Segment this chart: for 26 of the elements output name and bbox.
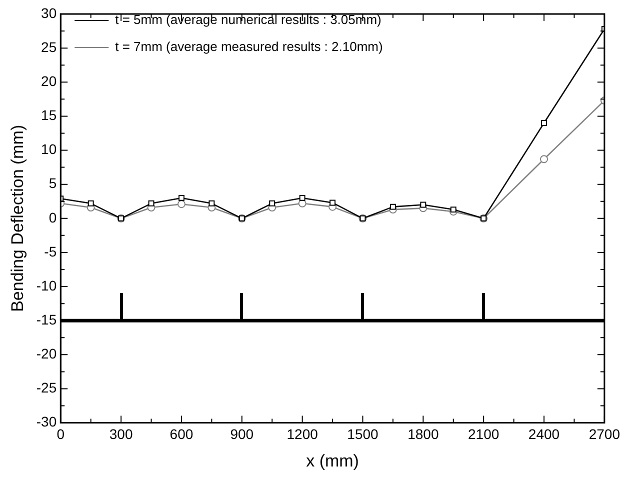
y-tick-label: 0 xyxy=(48,209,57,226)
y-tick-label: 30 xyxy=(41,4,57,21)
x-tick-label: 2400 xyxy=(528,426,560,442)
y-tick-label: -25 xyxy=(36,380,57,396)
x-tick-label: 1800 xyxy=(408,426,439,442)
y-tick-label: -30 xyxy=(36,414,57,430)
x-tick-label: 2700 xyxy=(588,426,620,442)
y-tick-label: 5 xyxy=(48,175,57,192)
y-tick-label: 25 xyxy=(41,38,57,55)
y-axis-title: Bending Deflection (mm) xyxy=(8,124,27,312)
x-tick-label: 1500 xyxy=(347,426,379,442)
x-tick-label: 1200 xyxy=(286,426,318,442)
x-tick-label: 900 xyxy=(230,426,254,442)
y-tick-label: -15 xyxy=(36,311,57,328)
y-tick-label: 15 xyxy=(41,107,57,124)
y-tick-label: 10 xyxy=(41,141,57,158)
y-tick-label: -10 xyxy=(36,277,57,294)
y-tick-label: -20 xyxy=(36,346,57,362)
legend-label: t = 7mm (average measured results : 2.10mm) xyxy=(115,39,383,54)
x-tick-label: 2100 xyxy=(468,426,500,442)
y-tick-label: 20 xyxy=(41,72,57,89)
y-tick-label: -5 xyxy=(44,243,57,260)
x-axis-title: x (mm) xyxy=(306,451,359,470)
x-tick-label: 600 xyxy=(170,426,194,442)
legend-label: t = 5mm (average numerical results : 3.05mm) xyxy=(115,12,382,28)
x-tick-label: 300 xyxy=(109,426,133,442)
